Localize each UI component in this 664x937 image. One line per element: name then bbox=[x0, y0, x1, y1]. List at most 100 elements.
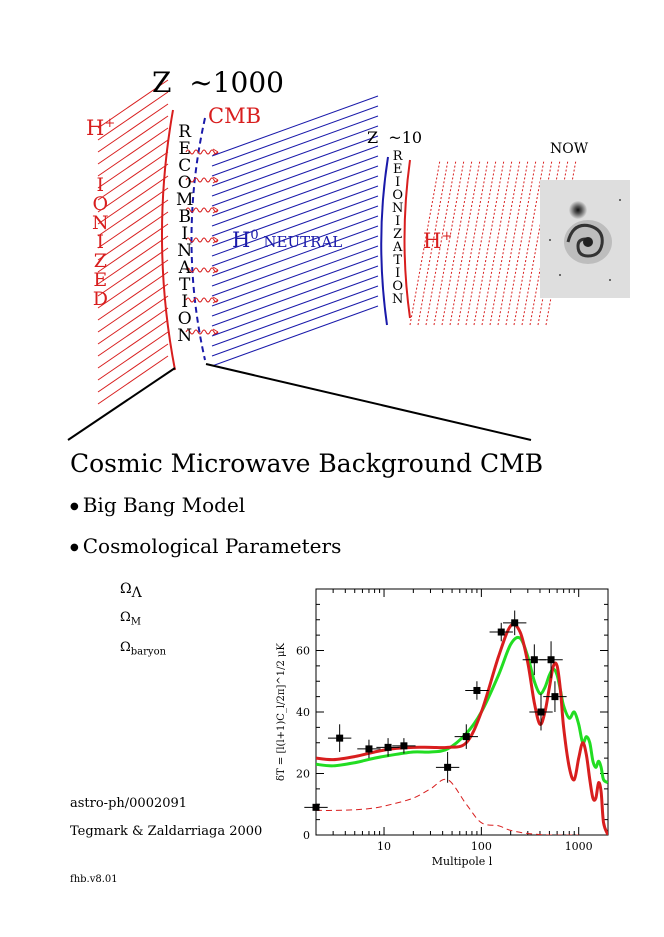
spiral-galaxy-image bbox=[540, 180, 630, 298]
bullet-cosmological-parameters: ● Cosmological Parameters bbox=[70, 534, 342, 558]
hatch-line bbox=[211, 135, 379, 197]
data-marker bbox=[312, 803, 320, 811]
hatch-line bbox=[211, 165, 379, 227]
data-point bbox=[539, 641, 563, 679]
data-marker bbox=[473, 686, 481, 694]
vertical-letter: N bbox=[177, 241, 193, 261]
vertical-letter: I bbox=[181, 224, 189, 244]
photon-arrowhead bbox=[212, 148, 219, 156]
data-marker bbox=[530, 656, 538, 664]
vertical-letter: E bbox=[178, 139, 191, 159]
hatch-line bbox=[211, 155, 379, 217]
author-reference: Tegmark & Zaldarriaga 2000 bbox=[70, 824, 263, 839]
photon-arrowhead bbox=[212, 296, 219, 304]
hatch-line bbox=[211, 205, 379, 267]
vertical-letter: B bbox=[178, 207, 191, 227]
omega-matter: ΩM bbox=[120, 610, 142, 628]
y-tick-label: 0 bbox=[303, 829, 310, 842]
data-marker bbox=[444, 763, 452, 771]
redshift-1000-label: Z ~1000 bbox=[152, 66, 284, 99]
vertical-letter: N bbox=[177, 326, 193, 346]
series-line-2 bbox=[316, 778, 579, 835]
neutral-region-hatching bbox=[211, 95, 379, 367]
data-point bbox=[304, 779, 328, 835]
hatch-line bbox=[97, 319, 169, 369]
cmb-photon-squiggles bbox=[185, 148, 219, 336]
zoom-line-right bbox=[205, 363, 532, 441]
photon-arrowhead bbox=[212, 328, 219, 336]
ionized-region-hatching bbox=[97, 79, 169, 405]
hatch-line bbox=[489, 159, 521, 326]
photon-squiggle bbox=[185, 177, 219, 183]
photon-arrowhead bbox=[212, 266, 219, 274]
photon-squiggle bbox=[185, 207, 219, 213]
vertical-letter: A bbox=[392, 240, 403, 255]
hatch-line bbox=[97, 79, 169, 129]
hatch-line bbox=[97, 151, 169, 201]
hatch-line bbox=[211, 305, 379, 367]
vertical-letter: I bbox=[395, 266, 401, 281]
hatch-line bbox=[97, 343, 169, 393]
hatch-line bbox=[211, 295, 379, 357]
data-point bbox=[435, 751, 460, 783]
recombination-boundary bbox=[160, 109, 176, 371]
vertical-letter: N bbox=[92, 212, 109, 234]
hatch-line bbox=[97, 331, 169, 381]
photon-squiggle bbox=[185, 297, 219, 303]
vertical-letter: O bbox=[92, 193, 109, 215]
vertical-letter: O bbox=[392, 279, 404, 294]
hatch-line bbox=[97, 91, 169, 141]
hatch-line bbox=[97, 187, 169, 237]
photon-squiggle bbox=[185, 237, 219, 243]
vertical-letter: I bbox=[181, 292, 189, 312]
cmb-label: CMB bbox=[208, 104, 262, 128]
hatch-line bbox=[449, 159, 481, 326]
hatch-line bbox=[97, 175, 169, 225]
hatch-line bbox=[211, 175, 379, 237]
cosmic-history-diagram bbox=[67, 79, 577, 441]
hatch-line bbox=[97, 355, 169, 405]
vertical-letter: N bbox=[392, 201, 404, 216]
cmb-boundary bbox=[190, 117, 206, 361]
reionization-boundary-red bbox=[403, 159, 411, 319]
data-marker bbox=[384, 743, 392, 751]
series-line-1 bbox=[316, 635, 608, 785]
x-tick-label: 100 bbox=[471, 840, 492, 853]
data-marker bbox=[365, 745, 373, 753]
hatch-line bbox=[211, 265, 379, 327]
x-tick-label: 1000 bbox=[565, 840, 593, 853]
hatch-line bbox=[211, 145, 379, 207]
vertical-letter: M bbox=[176, 190, 194, 210]
photon-arrowhead bbox=[212, 236, 219, 244]
vertical-letter: R bbox=[392, 149, 403, 164]
hatch-line bbox=[97, 295, 169, 345]
hatch-line bbox=[97, 199, 169, 249]
series-line-0 bbox=[316, 622, 608, 835]
photon-arrowhead bbox=[212, 176, 219, 184]
data-point bbox=[489, 622, 513, 642]
hatch-line bbox=[97, 139, 169, 189]
omega-baryon: Ωbaryon bbox=[120, 640, 167, 658]
photon-squiggle bbox=[185, 329, 219, 335]
hatch-line bbox=[211, 275, 379, 337]
bullet-big-bang: ● Big Bang Model bbox=[70, 493, 246, 517]
hatch-line bbox=[211, 125, 379, 187]
version-label: fhb.v8.01 bbox=[70, 874, 118, 885]
hatch-line bbox=[97, 223, 169, 273]
x-tick-label: 10 bbox=[377, 840, 391, 853]
data-point bbox=[376, 738, 400, 757]
vertical-letter: E bbox=[392, 162, 403, 177]
zoom-line-left bbox=[67, 367, 176, 441]
data-point bbox=[543, 681, 567, 712]
hatch-line bbox=[97, 235, 169, 285]
hatch-line bbox=[211, 105, 379, 167]
arxiv-reference: astro-ph/0002091 bbox=[70, 796, 188, 811]
vertical-letter: I bbox=[395, 214, 401, 229]
data-point bbox=[503, 610, 527, 636]
y-axis-label: δT = [l(l+1)C_l/2π]^1/2 μK bbox=[276, 643, 287, 781]
hatch-line bbox=[211, 255, 379, 317]
hatch-line bbox=[457, 159, 489, 326]
hatch-line bbox=[481, 159, 513, 326]
